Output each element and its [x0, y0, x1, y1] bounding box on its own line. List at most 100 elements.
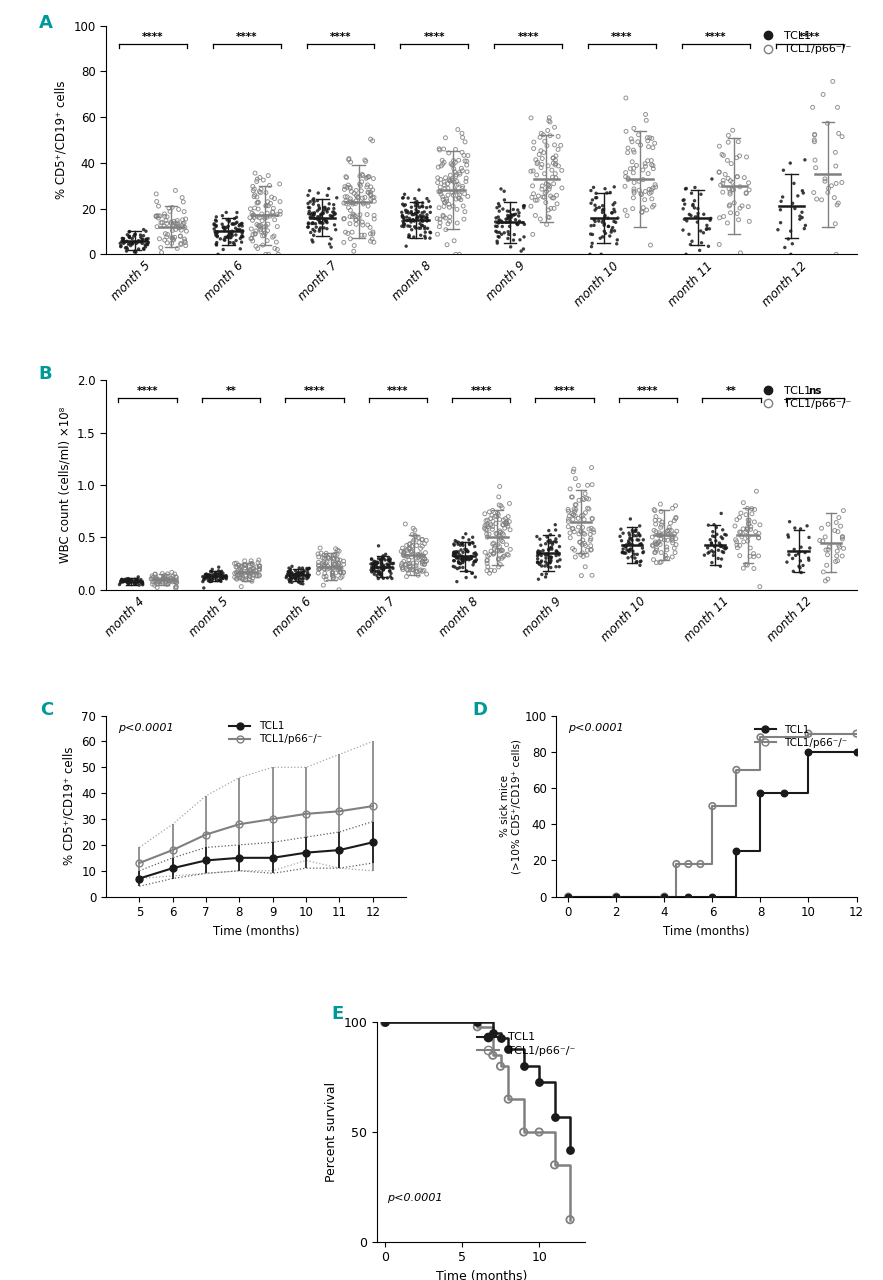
Point — [415, 536, 429, 557]
Point — [584, 215, 598, 236]
Point — [318, 558, 332, 579]
Point — [225, 225, 239, 246]
Point — [718, 525, 732, 545]
Point — [313, 221, 327, 242]
Point — [174, 234, 188, 255]
Point — [300, 562, 314, 582]
Point — [448, 180, 462, 201]
Point — [741, 196, 755, 216]
Point — [198, 568, 212, 589]
Point — [753, 576, 767, 596]
Point — [256, 234, 270, 255]
Point — [733, 535, 747, 556]
Point — [407, 227, 421, 247]
Point — [249, 566, 263, 586]
Point — [385, 568, 399, 589]
Point — [449, 165, 463, 186]
Point — [321, 557, 335, 577]
Point — [828, 142, 842, 163]
Point — [212, 557, 226, 577]
Point — [691, 206, 705, 227]
Point — [578, 484, 592, 504]
Point — [643, 128, 657, 148]
Point — [507, 205, 521, 225]
Point — [648, 531, 662, 552]
Point — [132, 567, 146, 588]
Point — [468, 536, 482, 557]
Point — [200, 563, 214, 584]
Point — [739, 183, 753, 204]
Point — [311, 544, 325, 564]
Point — [301, 567, 315, 588]
Point — [125, 571, 139, 591]
Point — [141, 232, 155, 252]
Point — [542, 207, 556, 228]
Point — [448, 544, 462, 564]
Text: ****: **** — [517, 32, 539, 42]
Point — [616, 539, 630, 559]
Point — [340, 177, 354, 197]
Point — [482, 524, 496, 544]
Point — [177, 212, 191, 233]
Point — [507, 224, 521, 244]
Point — [327, 195, 341, 215]
Point — [822, 536, 836, 557]
Point — [253, 182, 267, 202]
Point — [355, 172, 369, 192]
Point — [166, 216, 180, 237]
Point — [582, 489, 596, 509]
Point — [215, 563, 229, 584]
Point — [366, 553, 380, 573]
Point — [648, 534, 662, 554]
Point — [632, 516, 646, 536]
Point — [636, 160, 650, 180]
Point — [430, 224, 444, 244]
Point — [490, 540, 504, 561]
Point — [713, 136, 727, 156]
Y-axis label: Percent survival: Percent survival — [325, 1082, 338, 1181]
Point — [166, 572, 180, 593]
Point — [398, 554, 412, 575]
Point — [164, 568, 178, 589]
Point — [335, 566, 349, 586]
Point — [456, 557, 470, 577]
Point — [419, 564, 434, 585]
Point — [734, 243, 748, 264]
Point — [413, 549, 427, 570]
Point — [816, 562, 830, 582]
Point — [647, 195, 661, 215]
Point — [365, 562, 379, 582]
Point — [502, 511, 517, 531]
Point — [547, 152, 561, 173]
Point — [541, 175, 555, 196]
Point — [325, 562, 339, 582]
Point — [342, 150, 356, 170]
Point — [494, 1028, 508, 1048]
Point — [351, 187, 365, 207]
Point — [411, 193, 425, 214]
Point — [256, 170, 270, 191]
Point — [463, 549, 477, 570]
Point — [486, 511, 500, 531]
Point — [488, 211, 502, 232]
Point — [213, 563, 227, 584]
Point — [295, 564, 309, 585]
Point — [740, 517, 754, 538]
Point — [327, 549, 341, 570]
Point — [455, 178, 469, 198]
Point — [208, 221, 223, 242]
Point — [627, 179, 641, 200]
Point — [460, 155, 474, 175]
Point — [537, 187, 551, 207]
Point — [243, 207, 257, 228]
Point — [257, 216, 271, 237]
Point — [360, 215, 374, 236]
Point — [306, 188, 321, 209]
Point — [816, 531, 830, 552]
Point — [313, 198, 327, 219]
Point — [157, 568, 171, 589]
Point — [292, 563, 306, 584]
Point — [401, 553, 415, 573]
Point — [637, 530, 651, 550]
Point — [828, 214, 842, 234]
